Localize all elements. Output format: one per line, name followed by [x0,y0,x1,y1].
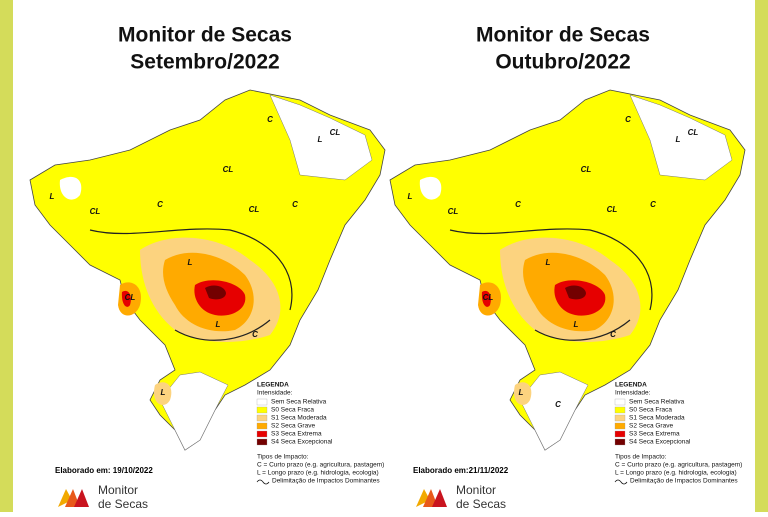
region-label: L [188,258,193,267]
region-label: CL [581,165,592,174]
logo-mark [58,489,72,507]
side-border [755,0,768,512]
region-label: C [292,200,298,209]
legend-swatch [256,430,268,438]
legend-label: S0 Seca Fraca [629,407,672,414]
legend-label: Sem Seca Relativa [271,399,327,406]
logo-mark [432,489,447,507]
panel-title: Monitor de Secas [118,24,292,47]
region-label: L [519,388,524,397]
legend-label: C = Curto prazo (e.g. agricultura, pasta… [257,462,384,469]
logo-mark [74,489,89,507]
side-border [0,0,13,512]
region-label: C [267,115,273,124]
region-label: L [546,258,551,267]
region-label: CL [688,128,699,137]
logo-text: Monitor [456,483,496,497]
logo-text: de Secas [98,497,148,511]
region-label: CL [448,207,459,216]
region-label: C [650,200,656,209]
legend-label: S0 Seca Fraca [271,407,314,414]
logo-mark [416,489,430,507]
panel-title: Monitor de Secas [476,24,650,47]
legend-label: S4 Seca Excepcional [629,439,691,446]
legend-label: S1 Seca Moderada [629,415,685,422]
region-label: L [676,135,681,144]
region-label: CL [249,205,260,214]
legend-line [614,479,628,485]
legend-swatch [256,438,268,446]
legend-swatch [256,414,268,422]
logo-text: Monitor [98,483,138,497]
legend-label: S4 Seca Excepcional [271,439,333,446]
legend-swatch [614,430,626,438]
legend-label: S3 Seca Extrema [629,431,680,438]
panel-title: Setembro/2022 [130,51,279,74]
region-label: C [157,200,163,209]
region-label: CL [330,128,341,137]
legend-label: Delimitação de Impactos Dominantes [630,478,738,485]
legend-subtitle: Intensidade: [615,390,651,397]
region-label: C [252,330,258,339]
legend-title: LEGENDA [615,382,647,389]
logo-text: de Secas [456,497,506,511]
legend-swatch [256,406,268,414]
legend-swatch [256,422,268,430]
region-label: C [625,115,631,124]
region-label: L [408,192,413,201]
region-label: L [50,192,55,201]
legend-title: LEGENDA [257,382,289,389]
legend-line [256,479,270,485]
elaborado: Elaborado em:21/11/2022 [413,466,509,475]
legend-swatch [614,406,626,414]
legend-label: S2 Seca Grave [271,423,315,430]
region-label: CL [607,205,618,214]
region-label: L [574,320,579,329]
legend-label: S2 Seca Grave [629,423,673,430]
legend-label: C = Curto prazo (e.g. agricultura, pasta… [615,462,742,469]
legend-swatch [614,414,626,422]
region-label: C [555,400,561,409]
legend-swatch [256,398,268,406]
elaborado: Elaborado em: 19/10/2022 [55,466,153,475]
legend-label: Delimitação de Impactos Dominantes [272,478,380,485]
legend-subtitle: Tipos de Impacto: [257,454,309,461]
region-label: CL [223,165,234,174]
legend-swatch [614,398,626,406]
legend-label: S1 Seca Moderada [271,415,327,422]
region-label: L [161,388,166,397]
region-label: C [515,200,521,209]
region-label: CL [125,293,136,302]
legend-label: Sem Seca Relativa [629,399,685,406]
legend-subtitle: Intensidade: [257,390,293,397]
legend-swatch [614,438,626,446]
legend-label: L = Longo prazo (e.g. hidrologia, ecolog… [257,470,379,477]
region-label: CL [90,207,101,216]
legend-swatch [614,422,626,430]
legend-label: S3 Seca Extrema [271,431,322,438]
region-label: L [216,320,221,329]
panel: Monitor de SecasSetembro/2022CCLCLLCLCCL… [50,24,385,512]
region-label: C [610,330,616,339]
region-label: L [318,135,323,144]
region-label: CL [483,293,494,302]
panel: Monitor de SecasOutubro/2022CCLCLLCLCCLL… [408,24,743,512]
legend-subtitle: Tipos de Impacto: [615,454,667,461]
legend-label: L = Longo prazo (e.g. hidrologia, ecolog… [615,470,737,477]
panel-title: Outubro/2022 [495,51,630,74]
